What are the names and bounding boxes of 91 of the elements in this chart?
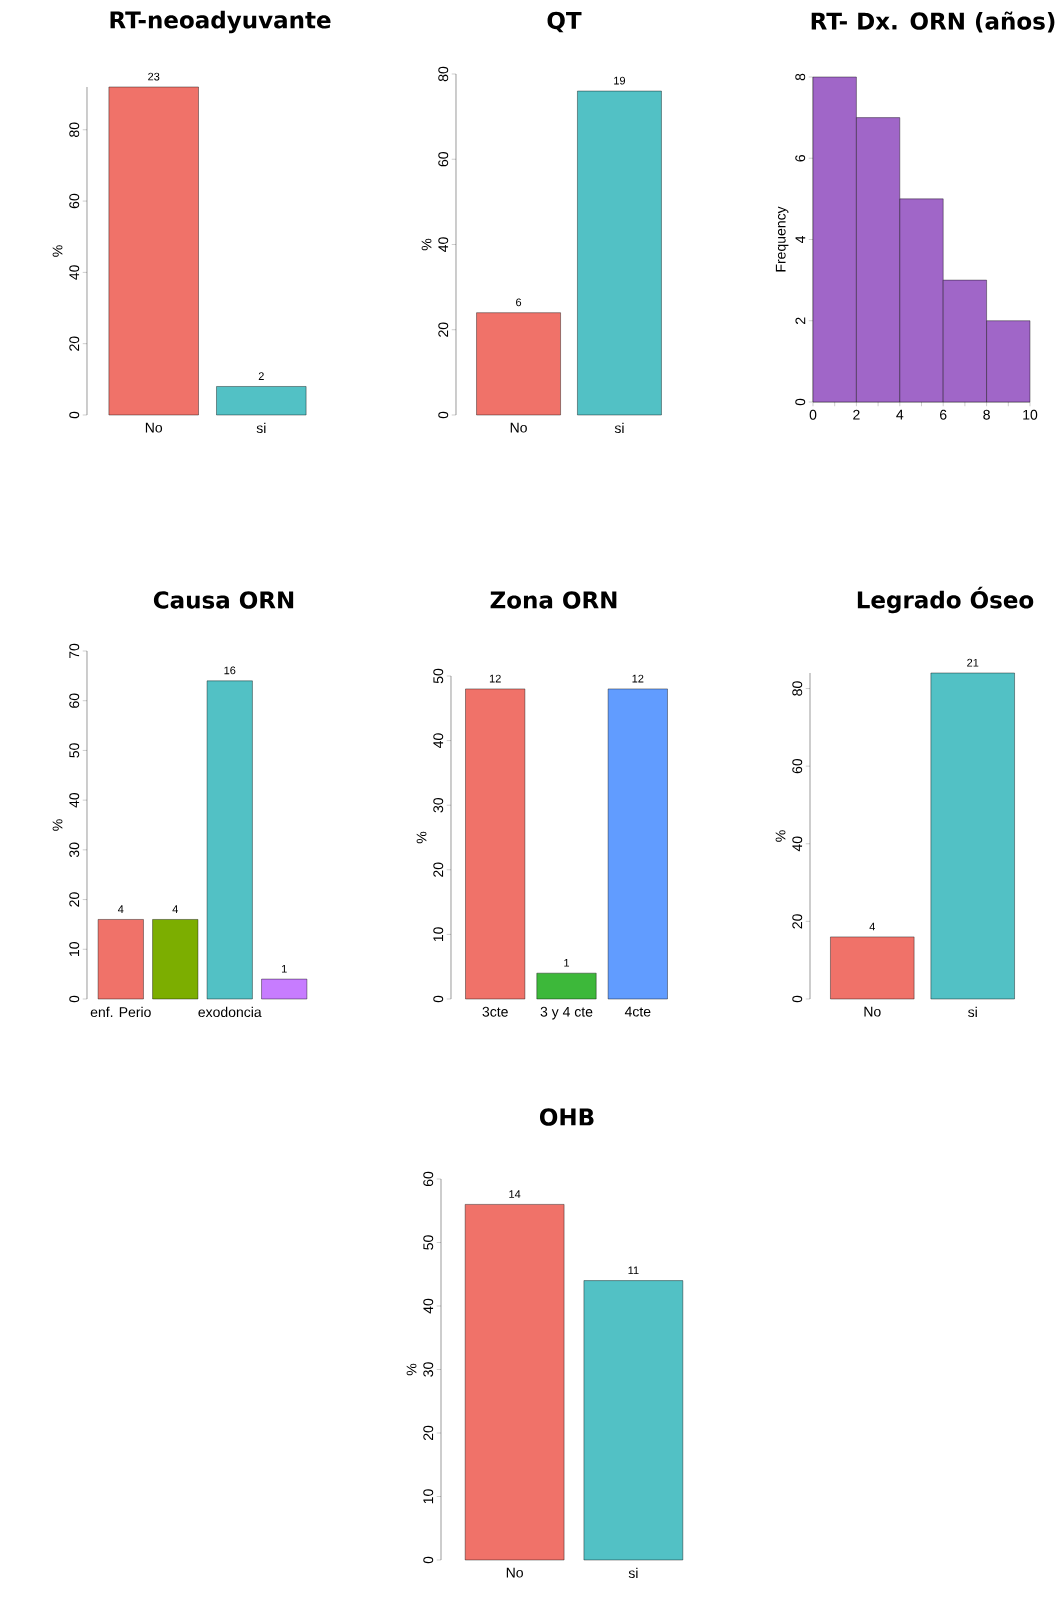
y-axis-title: Frequency [775, 206, 789, 272]
y-tick-label: 0 [433, 995, 444, 1003]
y-tick-label: 40 [423, 1298, 434, 1314]
x-tick-label: 3 y 4 cte [540, 1006, 593, 1020]
x-tick-label: si [628, 1567, 638, 1579]
y-tick-label: 0 [795, 398, 806, 406]
annotation: 12 [489, 674, 501, 683]
x-tick-label: 4cte [624, 1006, 651, 1017]
annotation: 11 [628, 1266, 639, 1275]
y-tick-label: 20 [69, 336, 80, 351]
y-tick-label: 6 [795, 154, 806, 162]
annotation: 1 [564, 959, 570, 967]
y-axis-title: % [52, 245, 63, 257]
x-tick-label: exodoncia [198, 1006, 262, 1018]
y-tick-label: 4 [795, 236, 806, 244]
y-tick-label: 30 [69, 842, 80, 858]
y-axis-title: % [406, 1363, 417, 1376]
bar [206, 680, 253, 1000]
y-tick-label: 20 [69, 892, 80, 907]
y-tick-label: 40 [792, 836, 803, 852]
x-tick-label: si [256, 422, 266, 434]
y-tick-label: 8 [795, 73, 806, 81]
x-tick-label: No [145, 422, 163, 433]
y-tick-label: 60 [792, 758, 803, 774]
annotation: 6 [516, 298, 522, 307]
y-axis-title: % [416, 831, 427, 844]
x-tick-label: si [614, 422, 624, 434]
x-tick-label: 8 [983, 409, 990, 420]
x-tick-label: No [506, 1567, 523, 1578]
y-tick-label: 20 [433, 862, 444, 877]
y-tick-label: 30 [423, 1362, 434, 1377]
x-tick-label: No [510, 422, 527, 433]
y-tick-label: 60 [69, 693, 80, 708]
y-tick-label: 20 [438, 322, 449, 337]
y-tick-label: 0 [423, 1556, 434, 1564]
y-tick-label: 50 [433, 668, 444, 684]
y-tick-label: 60 [438, 152, 449, 167]
x-tick-label: 4 [896, 409, 904, 420]
annotation: 4 [869, 922, 875, 931]
annotation: 4 [117, 905, 124, 913]
x-tick-label: 10 [1023, 409, 1038, 420]
chart-title: QT [547, 11, 582, 33]
y-tick-label: 10 [69, 942, 80, 956]
y-tick-label: 50 [423, 1235, 434, 1250]
annotation: 23 [148, 72, 160, 81]
annotation: 21 [967, 658, 979, 667]
y-tick-label: 40 [69, 792, 80, 808]
bar [261, 978, 308, 1000]
chart-title: Causa ORN [153, 591, 294, 609]
y-tick-label: 60 [423, 1171, 434, 1187]
bar [152, 919, 199, 1000]
chart-title: OHB [539, 1108, 594, 1126]
y-tick-label: 60 [69, 193, 80, 209]
annotation: 2 [258, 372, 264, 380]
bar [97, 919, 144, 1000]
annotation: 14 [509, 1190, 521, 1198]
x-tick-label: 2 [853, 409, 860, 420]
y-axis-title: % [52, 819, 63, 831]
x-tick-label: No [864, 1006, 881, 1017]
x-tick-label: 6 [940, 409, 947, 420]
y-axis-title: % [775, 830, 786, 842]
y-tick-label: 0 [69, 995, 80, 1003]
x-tick-label: enf. Perio [90, 1006, 151, 1018]
y-axis-title: % [421, 238, 432, 251]
y-tick-label: 20 [423, 1425, 434, 1441]
x-tick-label: 0 [809, 409, 817, 420]
chart-title: Legrado Óseo [857, 586, 1034, 614]
y-tick-label: 10 [433, 927, 444, 942]
y-tick-label: 20 [792, 914, 803, 929]
chart-title: RT-neoadyuvante [110, 10, 331, 34]
y-tick-label: 50 [69, 743, 80, 758]
annotation: 19 [614, 76, 626, 85]
y-tick-label: 0 [792, 995, 803, 1003]
x-tick-label: si [968, 1006, 977, 1018]
annotation: 16 [224, 666, 236, 675]
y-tick-label: 40 [69, 265, 80, 280]
chart-title: Zona ORN [490, 591, 617, 609]
annotation: 12 [632, 674, 644, 683]
x-tick-label: 3cte [482, 1006, 508, 1017]
y-tick-label: 40 [433, 733, 444, 749]
y-tick-label: 80 [792, 681, 803, 696]
y-tick-label: 40 [438, 237, 449, 252]
annotation: 1 [282, 965, 287, 973]
y-tick-label: 10 [423, 1489, 434, 1504]
y-tick-label: 80 [69, 122, 80, 137]
y-tick-label: 80 [438, 66, 449, 82]
chart-title: RT- Dx. ORN (años) [811, 11, 1055, 33]
y-tick-label: 70 [69, 643, 80, 659]
y-tick-label: 2 [795, 317, 806, 324]
annotation: 4 [172, 905, 178, 913]
y-tick-label: 30 [433, 797, 444, 813]
